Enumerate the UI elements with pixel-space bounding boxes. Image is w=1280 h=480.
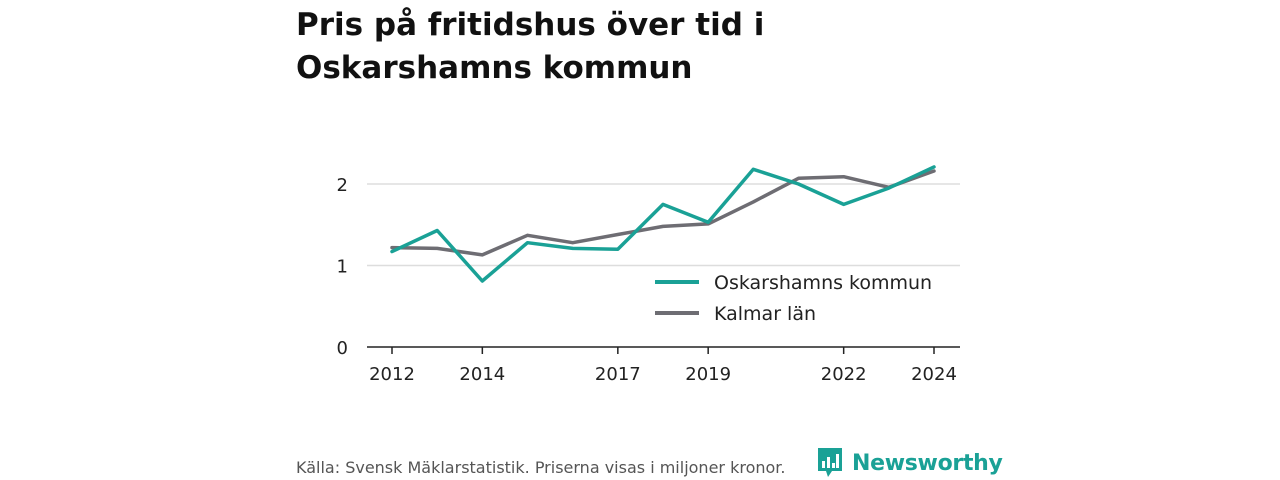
y-tick-label-0: 0 [337, 338, 348, 359]
series-line-oskarshamns-kommun [390, 165, 936, 283]
x-tick-label-2017: 2017 [595, 364, 641, 385]
x-tick-label-2022: 2022 [821, 364, 867, 385]
newsworthy-logo-icon [818, 448, 842, 477]
x-tick-label-2012: 2012 [369, 364, 415, 385]
source-note: Källa: Svensk Mäklarstatistik. Priserna … [296, 458, 786, 477]
chart-title-line-2: Oskarshamns kommun [296, 50, 693, 86]
x-tick-label-2024: 2024 [911, 364, 957, 385]
legend-label-0: Oskarshamns kommun [714, 272, 932, 294]
x-tick-label-2014: 2014 [459, 364, 505, 385]
y-tick-label-1: 1 [337, 257, 348, 278]
brand-logo: Newsworthy [816, 446, 1003, 480]
chart-title: Pris på fritidshus över tid i Oskarshamn… [296, 4, 996, 90]
series-line-kalmar-lan [390, 169, 936, 257]
brand-name: Newsworthy [852, 450, 1003, 476]
y-tick-label-2: 2 [337, 175, 348, 196]
legend-label-1: Kalmar län [714, 303, 816, 325]
chart-title-line-1: Pris på fritidshus över tid i [296, 7, 765, 43]
x-tick-label-2019: 2019 [685, 364, 731, 385]
